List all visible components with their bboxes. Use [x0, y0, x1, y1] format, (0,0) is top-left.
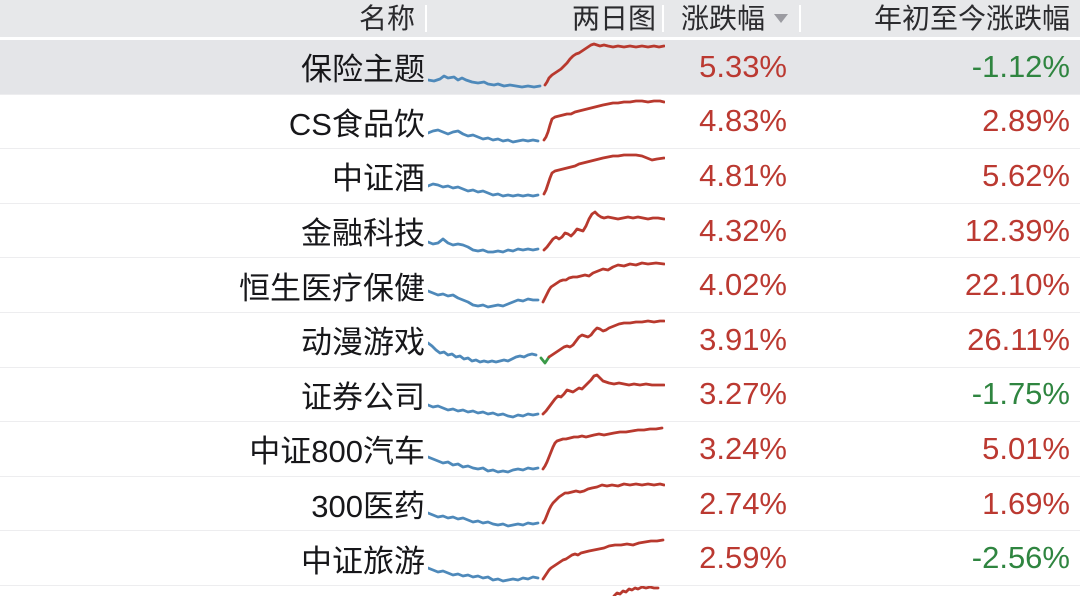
- table-row[interactable]: 中证旅游 2.59% -2.56%: [0, 531, 1080, 586]
- table-row[interactable]: 金融科技 4.32% 12.39%: [0, 203, 1080, 259]
- change-value: 4.02%: [699, 267, 787, 303]
- table-row[interactable]: 证券公司 3.27% -1.75%: [0, 367, 1080, 423]
- change-value: 3.27%: [699, 376, 787, 412]
- ytd-value: -1.12%: [971, 48, 1070, 84]
- header-divider: [799, 5, 801, 32]
- change-value: 4.83%: [699, 103, 787, 139]
- ytd-value: 26.11%: [967, 321, 1070, 357]
- two-day-sparkline: [428, 153, 665, 198]
- ytd-value: 12.39%: [964, 212, 1070, 248]
- change-value: 5.33%: [699, 48, 787, 84]
- table-row[interactable]: 中证酒 4.81% 5.62%: [0, 149, 1080, 204]
- column-header-change[interactable]: 涨跌幅: [681, 0, 789, 37]
- ytd-value: 1.69%: [982, 485, 1070, 521]
- two-day-sparkline: [428, 482, 665, 528]
- next-row-clipped: [0, 585, 1080, 596]
- ytd-value: 2.89%: [982, 103, 1070, 139]
- table-row[interactable]: 动漫游戏 3.91% 26.11%: [0, 312, 1080, 368]
- row-name: 金融科技: [301, 216, 425, 252]
- ytd-value: 5.01%: [982, 430, 1070, 466]
- header-body-gap: [0, 37, 1080, 40]
- row-name: 300医药: [311, 489, 425, 525]
- table-header: 名称 两日图 涨跌幅 年初至今涨跌幅: [0, 0, 1080, 37]
- ytd-value: 22.10%: [964, 267, 1070, 303]
- change-value: 2.59%: [699, 540, 787, 576]
- column-header-two-day-chart[interactable]: 两日图: [571, 3, 656, 34]
- ytd-value: 5.62%: [982, 157, 1070, 193]
- row-name: 证券公司: [301, 379, 425, 415]
- two-day-sparkline: [428, 538, 665, 583]
- clipped-sparkline: [612, 585, 660, 596]
- row-name: 中证酒: [332, 161, 425, 197]
- two-day-sparkline: [428, 210, 665, 254]
- row-name: 动漫游戏: [301, 325, 425, 361]
- column-header-name[interactable]: 名称: [358, 3, 415, 34]
- row-name: 中证800汽车: [249, 434, 425, 470]
- row-name: 中证旅游: [301, 543, 425, 579]
- ytd-value: -1.75%: [971, 376, 1070, 412]
- row-name: 恒生医疗保健: [239, 270, 425, 306]
- change-value: 3.91%: [699, 321, 787, 357]
- header-divider: [662, 5, 664, 32]
- column-header-change-label: 涨跌幅: [681, 2, 766, 34]
- header-divider: [425, 5, 427, 32]
- two-day-sparkline: [428, 373, 665, 418]
- two-day-sparkline: [428, 261, 665, 309]
- change-value: 4.81%: [699, 157, 787, 193]
- column-header-ytd-change[interactable]: 年初至今涨跌幅: [873, 3, 1070, 34]
- two-day-sparkline: [428, 426, 664, 474]
- table-row[interactable]: 中证800汽车 3.24% 5.01%: [0, 422, 1080, 477]
- table-body: 保险主题 5.33% -1.12% CS食品饮 4.83% 2.89% 中证酒 …: [0, 40, 1080, 586]
- table-row[interactable]: 300医药 2.74% 1.69%: [0, 476, 1080, 532]
- two-day-sparkline: [428, 319, 665, 365]
- change-value: 4.32%: [699, 212, 787, 248]
- sort-desc-caret-icon: [774, 14, 789, 23]
- table-row[interactable]: CS食品饮 4.83% 2.89%: [0, 94, 1080, 150]
- two-day-sparkline: [428, 99, 665, 143]
- ytd-value: -2.56%: [971, 540, 1070, 576]
- change-value: 2.74%: [699, 485, 787, 521]
- two-day-sparkline: [428, 42, 665, 89]
- table-row[interactable]: 恒生医疗保健 4.02% 22.10%: [0, 258, 1080, 313]
- table-row[interactable]: 保险主题 5.33% -1.12%: [0, 40, 1080, 95]
- row-name: CS食品饮: [288, 106, 425, 142]
- row-name: 保险主题: [301, 52, 425, 88]
- change-value: 3.24%: [699, 430, 787, 466]
